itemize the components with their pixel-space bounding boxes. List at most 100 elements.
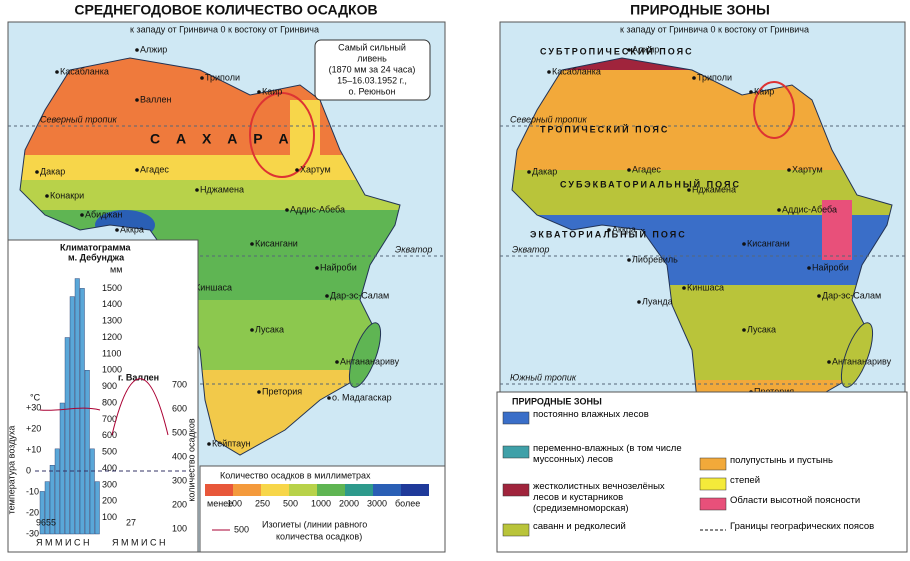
city: Триполи [205,72,240,82]
tick: 100 [102,512,117,522]
city: Луанда [642,296,673,306]
parallel-label: Северный тропик [510,114,587,124]
city: Лусака [255,324,284,334]
legend-title: ПРИРОДНЫЕ ЗОНЫ [512,396,602,406]
legend-label: более [395,498,420,508]
tick: 1200 [102,332,122,342]
tick: 100 [172,523,187,533]
city-dot [257,390,261,394]
legend-label: постоянно влажных лесов [533,409,649,420]
city-dot [325,294,329,298]
city: Найроби [320,262,357,272]
legend-swatch [502,523,530,537]
legend-swatch [345,484,373,496]
city-dot [777,208,781,212]
city: Претория [754,386,794,396]
city: Дар-эс-Салам [822,290,881,300]
legend-label: степей [730,475,761,486]
city: Конакри [50,190,84,200]
tick: 0 [26,465,31,475]
city-dot [55,70,59,74]
city-dot [742,328,746,332]
city-dot [257,90,261,94]
legend-label: Изогиеты (линии равного [262,519,367,529]
precip-bar [59,402,65,535]
parallel-label: Северный тропик [40,114,117,124]
legend-swatch [401,484,429,496]
city-dot [547,70,551,74]
parallel-label: Экватор [395,244,432,254]
record-text: Самый сильный [338,42,406,52]
total: 9655 [36,517,56,527]
tick: +30 [26,402,41,412]
record-text: ливень [357,53,387,63]
belt: СУБЭКВАТОРИАЛЬНЫЙ ПОЯС [560,178,741,189]
station: г. Валлен [118,372,159,382]
tick: -10 [26,486,39,496]
legend-box [496,391,908,553]
city-dot [250,328,254,332]
precip-bar [89,448,95,535]
legend-swatch [699,457,727,471]
legend-label: полупустынь и пустынь [730,455,833,466]
city-dot [335,360,339,364]
city: Антананариву [832,356,892,366]
city: Дакар [40,166,65,176]
city: Касабланка [60,66,109,76]
city-dot [45,194,49,198]
tick: 300 [172,475,187,485]
precip-bar [49,465,55,535]
record-text: 15–16.03.1952 г., [337,75,407,85]
legend-swatch [205,484,233,496]
city: Кисангани [255,238,298,248]
legend-swatch [502,411,530,425]
city: Дар-эс-Салам [330,290,389,300]
precip-bar [54,448,60,535]
parallel-label: Южный тропик [510,372,577,382]
climatogram-title: Климатограмма [60,242,132,252]
legend-label-box: жестколистных вечнозелёных лесов и куста… [533,481,665,514]
tick: 1300 [102,316,122,326]
legend-swatch [699,477,727,491]
city-dot [807,266,811,270]
city-dot [607,228,611,232]
tick: 1400 [102,299,122,309]
unit: мм [110,264,122,274]
months: Я М М И С Н [36,537,89,547]
tick: 1000 [102,365,122,375]
tick: +20 [26,423,41,433]
city-dot [250,242,254,246]
precip-bar [84,370,90,535]
legend-label: 250 [255,498,270,508]
city: Кейптаун [212,438,251,448]
city-dot [135,48,139,52]
city-dot [682,286,686,290]
precip-bar [74,278,80,535]
city-dot [637,300,641,304]
legend-swatch [317,484,345,496]
callout [314,39,431,101]
city-dot [749,90,753,94]
legend-label-box: постоянно влажных лесов [533,409,649,420]
legend-label: саванн и редколесий [533,521,626,532]
city-dot [327,396,331,400]
tick: 600 [102,430,117,440]
city-dot [527,170,531,174]
city-dot [742,242,746,246]
legend-label-box: переменно-влажных (в том числе муссонных… [533,443,682,465]
meridian: к западу от Гринвича 0 к востоку от Грин… [130,24,319,34]
city: Аддис-Абеба [290,204,345,214]
record-text: (1870 мм за 24 часа) [329,64,416,74]
parallel-label: Экватор [512,244,549,254]
labels: СРЕДНЕГОДОВОЕ КОЛИЧЕСТВО ОСАДКОВ ПРИРОДНЫ… [6,2,908,553]
legend-swatch [502,483,530,497]
tick: 1500 [102,283,122,293]
temp-line [111,378,169,436]
legend-swatch [233,484,261,496]
city: Алжир [140,44,167,54]
city: Агадес [632,164,661,174]
city: Хартум [792,164,823,174]
climatogram-box [7,239,199,553]
city: Кисангани [747,238,790,248]
